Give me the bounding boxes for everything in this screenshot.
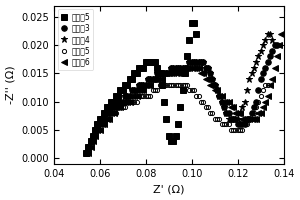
实施兣5 <box>135 72 138 75</box>
实施兣5 <box>100 118 104 120</box>
实施兣5 <box>89 140 92 143</box>
X-axis label: Z' (Ω): Z' (Ω) <box>153 184 184 194</box>
对比兣4 <box>137 84 141 86</box>
实施兣5 <box>103 112 106 114</box>
实施兣5 <box>125 84 129 86</box>
对比兣6 <box>280 33 283 35</box>
实施兣5 <box>178 106 182 109</box>
对比兣6 <box>178 72 182 75</box>
对比兣3 <box>273 44 276 46</box>
实施兣5 <box>148 61 152 63</box>
实施兣5 <box>91 135 94 137</box>
实施兣5 <box>153 61 157 63</box>
对比兣4 <box>229 118 232 120</box>
对比兣5 <box>266 84 269 86</box>
实施兣5 <box>110 101 113 103</box>
实施兣5 <box>105 106 108 109</box>
实施兣5 <box>128 78 131 80</box>
Y-axis label: -Z'' (Ω): -Z'' (Ω) <box>6 65 16 104</box>
实施兣5 <box>169 140 173 143</box>
Line: 实施兣5: 实施兣5 <box>83 20 199 155</box>
对比兣5 <box>211 112 214 114</box>
Line: 对比兣5: 对比兣5 <box>84 83 270 155</box>
实施兣5 <box>130 78 134 80</box>
实施兣5 <box>107 106 111 109</box>
实施兣5 <box>98 118 101 120</box>
实施兣5 <box>137 67 141 69</box>
实施兣5 <box>172 140 175 143</box>
对比兣4 <box>271 38 274 41</box>
实施兣5 <box>183 72 187 75</box>
对比兣6 <box>105 118 108 120</box>
对比兣3 <box>96 123 99 126</box>
对比兣4 <box>135 89 138 92</box>
实施兣5 <box>162 101 166 103</box>
对比兣6 <box>250 118 253 120</box>
Legend: 实施兣5, 对比兣3, 对比兣4, 对比兣5, 对比兣6: 实施兣5, 对比兣3, 对比兣4, 对比兣5, 对比兣6 <box>58 9 93 70</box>
对比兣4 <box>172 67 175 69</box>
实施兣5 <box>112 101 115 103</box>
对比兣6 <box>84 152 88 154</box>
实施兣5 <box>96 123 99 126</box>
实施兣5 <box>86 146 90 148</box>
Line: 对比兣6: 对比兣6 <box>83 31 284 155</box>
实施兣5 <box>146 61 150 63</box>
实施兣5 <box>192 21 196 24</box>
实施兣5 <box>123 84 127 86</box>
对比兣4 <box>234 118 237 120</box>
实施兣5 <box>190 21 194 24</box>
对比兣6 <box>93 135 97 137</box>
对比兣3 <box>275 44 279 46</box>
实施兣5 <box>160 84 164 86</box>
对比兣6 <box>89 146 92 148</box>
对比兣5 <box>248 118 251 120</box>
实施兣5 <box>194 33 198 35</box>
实施兣5 <box>167 135 170 137</box>
对比兣3 <box>238 123 242 126</box>
实施兣5 <box>185 55 189 58</box>
对比兣3 <box>86 146 90 148</box>
对比兣3 <box>229 118 232 120</box>
实施兣5 <box>176 123 180 126</box>
对比兣5 <box>204 106 207 109</box>
实施兣5 <box>118 89 122 92</box>
对比兣4 <box>84 152 88 154</box>
对比兣5 <box>197 95 200 97</box>
对比兣3 <box>169 67 173 69</box>
实施兣5 <box>139 67 143 69</box>
对比兣4 <box>128 95 131 97</box>
实施兣5 <box>144 61 148 63</box>
对比兣4 <box>266 33 269 35</box>
实施兣5 <box>93 129 97 131</box>
对比兣3 <box>84 152 88 154</box>
对比兣3 <box>178 67 182 69</box>
实施兣5 <box>174 135 177 137</box>
实施兣5 <box>151 61 154 63</box>
实施兣5 <box>114 95 118 97</box>
对比兣5 <box>158 84 161 86</box>
实施兣5 <box>142 67 145 69</box>
实施兣5 <box>155 67 159 69</box>
实施兣5 <box>121 89 124 92</box>
Line: 对比兣3: 对比兣3 <box>83 42 280 155</box>
实施兣5 <box>132 72 136 75</box>
对比兣5 <box>167 84 170 86</box>
对比兣5 <box>194 95 198 97</box>
对比兣6 <box>234 112 237 114</box>
实施兣5 <box>116 95 120 97</box>
实施兣5 <box>84 152 88 154</box>
实施兣5 <box>158 72 161 75</box>
实施兣5 <box>188 38 191 41</box>
实施兣5 <box>165 118 168 120</box>
Line: 对比兣4: 对比兣4 <box>82 30 276 156</box>
对比兣5 <box>84 152 88 154</box>
实施兣5 <box>181 89 184 92</box>
